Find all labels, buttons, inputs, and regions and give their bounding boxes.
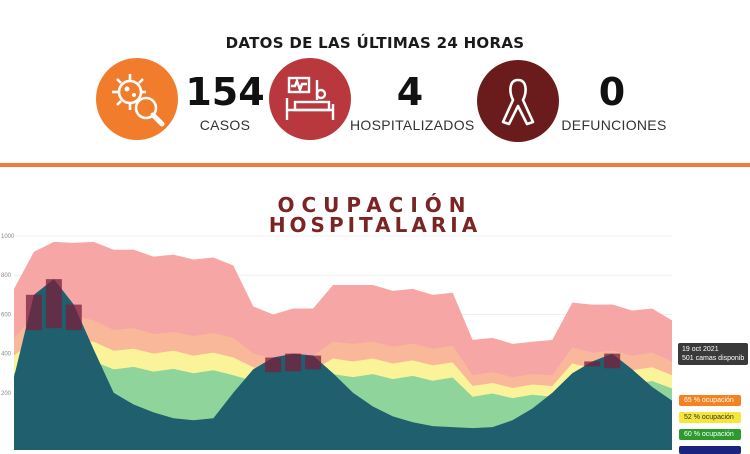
hospitalized-label: HOSPITALIZADOS	[350, 117, 475, 133]
threshold-badge-dark	[679, 446, 741, 454]
cases-count: 154	[185, 70, 265, 114]
deaths-count: 0	[598, 70, 626, 114]
threshold-badge-52: 52 % ocupación	[679, 412, 741, 423]
threshold-badge-65: 65 % ocupación	[679, 395, 741, 406]
hospital-bed-icon	[285, 76, 335, 120]
section-divider	[0, 163, 750, 167]
tooltip-text: 501 camas disponib	[682, 355, 745, 362]
chart-title-line1: OCUPACIÓN	[277, 193, 473, 217]
deaths-label: DEFUNCIONES	[561, 117, 667, 133]
critical-peak-bar	[65, 304, 82, 331]
cases-icon-circle	[96, 58, 178, 140]
critical-peak-bar	[285, 353, 302, 372]
critical-peak-bar	[604, 353, 621, 369]
y-tick-label: 600	[1, 312, 12, 318]
chart-title-line2: HOSPITALARIA	[268, 213, 482, 237]
cases-label: CASOS	[199, 117, 251, 133]
series-covid-occupied	[14, 279, 672, 450]
occupancy-chart: 200 400 600 800 1000	[1, 234, 672, 450]
awareness-ribbon-icon	[501, 78, 535, 126]
chart-tooltip: 19 oct 2021 501 camas disponib	[678, 343, 749, 365]
critical-peak-bar	[584, 361, 601, 367]
y-tick-label: 1000	[1, 234, 15, 240]
virus-magnifier-icon	[112, 74, 165, 127]
critical-peak-bar	[45, 279, 62, 329]
y-tick-label: 200	[1, 391, 12, 397]
header-title: DATOS DE LAS ÚLTIMAS 24 HORAS	[225, 34, 525, 52]
hospitalized-count: 4	[396, 70, 424, 114]
critical-peak-bar	[25, 294, 42, 331]
y-tick-label: 400	[1, 352, 12, 358]
critical-peak-bar	[305, 355, 322, 370]
deaths-icon-circle	[477, 60, 559, 142]
y-tick-label: 800	[1, 273, 12, 279]
critical-peak-bar	[265, 357, 282, 373]
threshold-badge-60: 60 % ocupación	[679, 429, 741, 440]
tooltip-date: 19 oct 2021	[682, 346, 719, 353]
hospitalized-icon-circle	[269, 58, 351, 140]
